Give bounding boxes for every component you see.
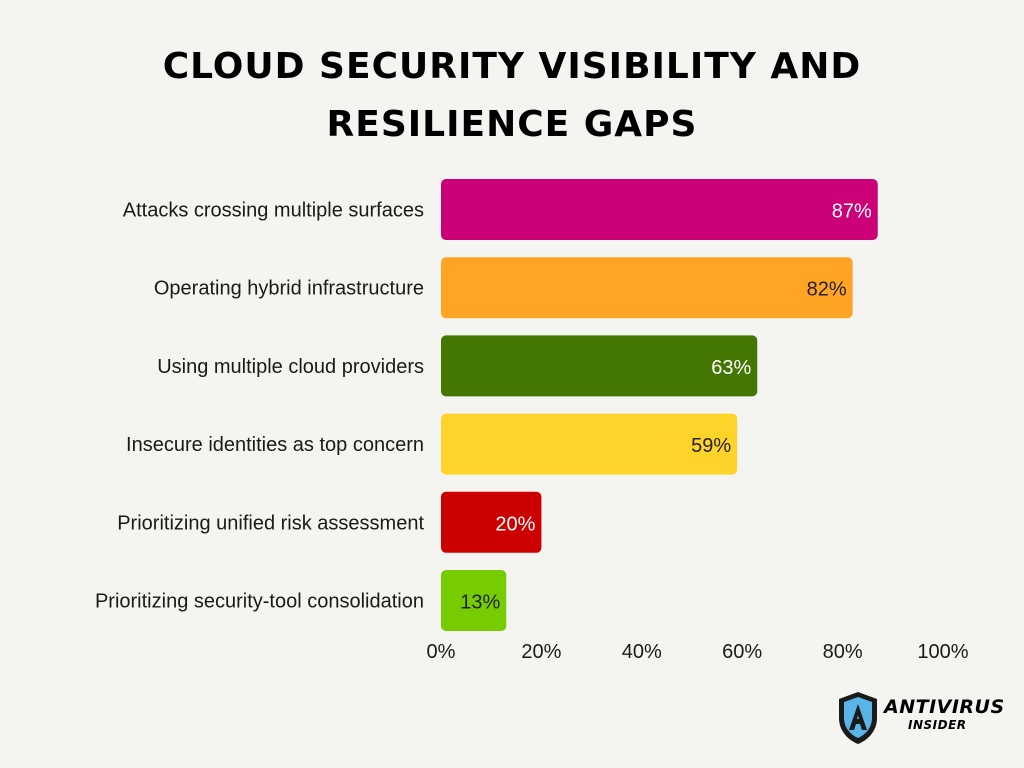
logo-text-antivirus: ANTIVIRUS (884, 696, 1005, 718)
x-tick-label-4: 60% (722, 641, 762, 663)
bar-chart: Attacks crossing multiple surfaces 87% Ope… (95, 179, 969, 663)
x-tick-label-6: 100% (917, 641, 968, 663)
category-label-3: Using multiple cloud providers (157, 356, 424, 378)
antivirus-insider-logo: ANTIVIRUS INSIDER (836, 690, 1004, 746)
category-label-6: Prioritizing security-tool consolidation (95, 591, 424, 613)
logo-text-insider: INSIDER (908, 718, 967, 732)
bar-5 (441, 491, 542, 553)
shield-icon (839, 692, 877, 744)
category-label-2: Operating hybrid infrastructure (154, 278, 424, 300)
bar-6 (441, 570, 507, 631)
bar-1 (441, 179, 878, 240)
category-label-5: Prioritizing unified risk assessment (117, 512, 424, 534)
category-label-1: Attacks crossing multiple surfaces (123, 200, 424, 222)
data-label-5: 20% (495, 513, 535, 535)
x-tick-label-3: 40% (622, 641, 662, 663)
data-label-2: 82% (807, 279, 847, 301)
bar-2 (441, 257, 853, 319)
bar-3 (441, 335, 758, 397)
bar-4 (441, 413, 738, 475)
category-label-4: Insecure identities as top concern (126, 434, 424, 456)
x-tick-label-5: 80% (823, 641, 863, 663)
data-label-3: 63% (711, 357, 751, 379)
data-label-4: 59% (691, 435, 731, 457)
data-label-1: 87% (832, 201, 872, 223)
x-tick-label-2: 20% (521, 641, 561, 663)
data-label-6: 13% (460, 592, 500, 614)
x-tick-label-1: 0% (427, 641, 456, 663)
chart-title-line-2: RESILIENCE GAPS (326, 104, 698, 145)
chart-title-line-1: CLOUD SECURITY VISIBILITY AND (162, 46, 862, 87)
chart-title: CLOUD SECURITY VISIBILITY AND RESILIENCE… (0, 38, 1024, 154)
